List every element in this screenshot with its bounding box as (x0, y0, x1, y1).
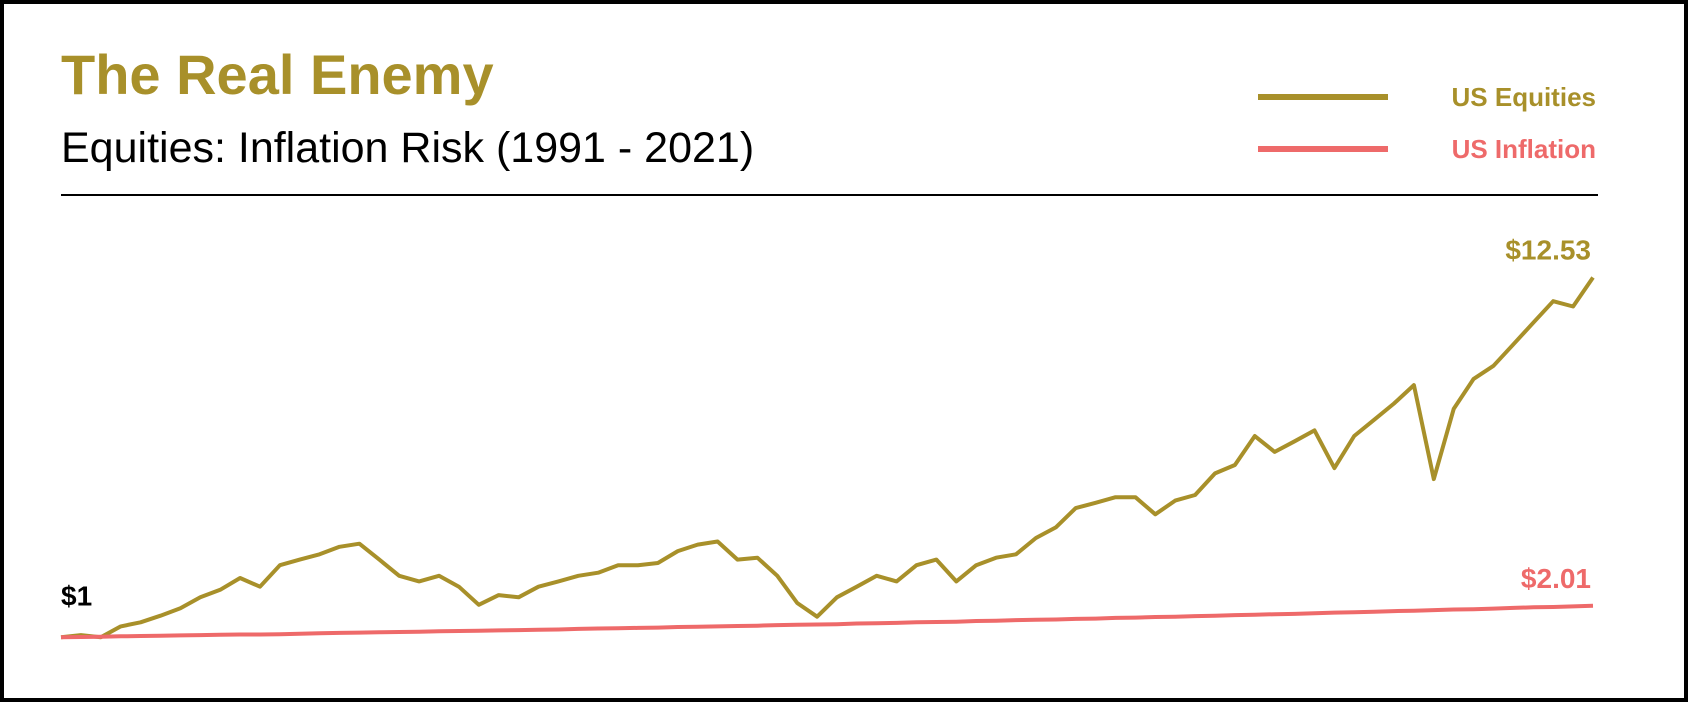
series-line (60, 603, 1594, 640)
chart-subtitle: Equities: Inflation Risk (1991 - 2021) (61, 124, 754, 172)
legend-label: US Inflation (1452, 134, 1596, 164)
series-line (60, 276, 1595, 640)
chart-title: The Real Enemy (61, 43, 494, 106)
chart: The Real Enemy Equities: Inflation Risk … (60, 43, 1598, 640)
start-label: $1 (61, 580, 92, 611)
value-label: $12.53 (1505, 234, 1591, 265)
value-label: $2.01 (1521, 563, 1591, 594)
legend-label: US Equities (1452, 82, 1596, 112)
